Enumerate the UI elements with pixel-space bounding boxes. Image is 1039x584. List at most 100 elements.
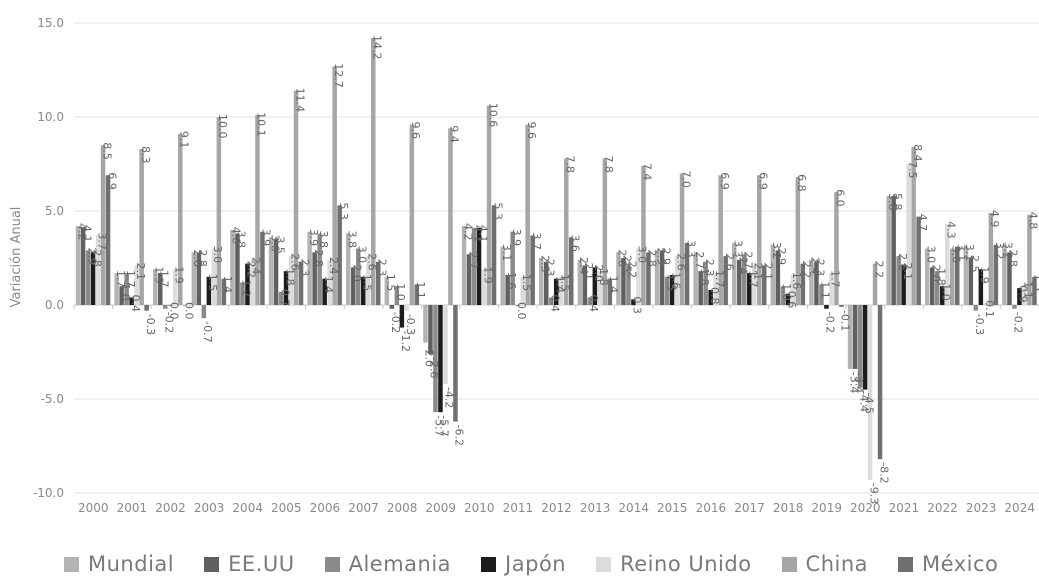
bar: [872, 263, 878, 305]
data-label: 1.6: [790, 272, 803, 290]
bar: [409, 124, 415, 306]
y-tick-label: 10.0: [37, 110, 64, 124]
bar: [351, 267, 356, 305]
data-label: 0.7: [278, 289, 291, 307]
bar: [597, 271, 603, 305]
bar: [85, 250, 91, 305]
bar: [1002, 244, 1007, 305]
data-label: 1.7: [158, 270, 171, 288]
bar: [268, 237, 274, 305]
data-label: 2.3: [703, 259, 716, 277]
bar: [569, 237, 574, 305]
data-label: 6.9: [718, 172, 731, 190]
bar: [602, 158, 608, 305]
data-label: 6.8: [795, 174, 808, 192]
bar: [790, 274, 796, 305]
data-label: 10.6: [486, 103, 499, 128]
data-label: 2.4: [809, 257, 822, 275]
y-tick-label: -5.0: [41, 392, 64, 406]
data-label: 4.3: [945, 221, 958, 239]
bar: [273, 239, 279, 305]
data-label: 6.9: [105, 172, 118, 190]
bar: [930, 267, 935, 305]
x-tick-label: 2013: [580, 501, 611, 515]
bar: [539, 258, 544, 305]
bar: [896, 256, 901, 305]
data-label: 2.4: [577, 257, 590, 275]
bar: [819, 284, 824, 305]
bar: [196, 252, 202, 305]
legend-swatch: [898, 556, 914, 572]
bar: [877, 305, 883, 460]
data-label: 4.1: [471, 225, 484, 243]
bar: [978, 269, 984, 305]
bar: [857, 305, 863, 388]
data-label: 1.1: [1022, 281, 1035, 299]
bar: [592, 267, 598, 305]
bar: [703, 261, 708, 305]
bar: [414, 284, 420, 305]
bar: [240, 282, 245, 305]
data-label: -0.3: [973, 314, 986, 335]
bar: [626, 263, 631, 305]
bar: [245, 263, 250, 305]
data-label: 3.7: [95, 232, 108, 250]
bar: [491, 205, 497, 305]
data-label: 1.6: [505, 272, 518, 290]
data-label: -0.2: [389, 312, 402, 333]
y-tick-label: 0.0: [45, 298, 64, 312]
data-label: 1.9: [153, 266, 166, 284]
bar: [168, 305, 173, 306]
bar: [824, 305, 829, 309]
bar: [684, 242, 690, 305]
data-label: -3.4: [847, 372, 860, 393]
bar: [183, 305, 188, 306]
bar: [510, 231, 515, 305]
legend-swatch: [64, 556, 79, 572]
bar: [201, 305, 207, 319]
bar: [337, 205, 342, 305]
bar: [862, 305, 868, 390]
bar: [945, 224, 950, 305]
data-label: -0.2: [824, 312, 837, 333]
data-label: 1.5: [384, 274, 397, 292]
data-label: 3.2: [1002, 242, 1015, 260]
data-label: 2.1: [752, 263, 765, 281]
data-label: 2.7: [693, 251, 706, 268]
bar: [564, 158, 569, 305]
data-label: 14.2: [371, 35, 384, 60]
bar: [428, 305, 433, 354]
bar: [158, 273, 163, 305]
bar: [293, 90, 299, 306]
data-label: 3.1: [955, 244, 968, 262]
data-label: 3.0: [211, 246, 224, 264]
data-label: 2.8: [196, 249, 209, 266]
bar: [1022, 284, 1027, 305]
data-label: 1.4: [322, 276, 335, 294]
data-label: 9.1: [178, 131, 191, 149]
bar: [587, 297, 593, 305]
bar: [963, 246, 969, 305]
bar: [911, 147, 916, 305]
legend-item: Alemania: [324, 552, 451, 576]
data-label: 2.3: [544, 259, 557, 277]
bar: [500, 246, 505, 305]
bar: [80, 227, 86, 305]
bar: [968, 258, 974, 305]
bar: [834, 192, 839, 305]
bar: [361, 276, 366, 305]
bar: [916, 216, 921, 305]
data-label: 2.6: [288, 253, 301, 271]
bar: [124, 273, 129, 305]
data-label: 4.9: [988, 210, 1001, 228]
data-label: 3.0: [356, 246, 369, 264]
bar: [481, 269, 487, 305]
legend-swatch: [781, 556, 797, 572]
bar: [950, 248, 955, 305]
data-label: 4.8: [1027, 212, 1039, 230]
bar: [530, 235, 535, 305]
data-label: 2.5: [621, 255, 634, 273]
data-label: 2.0: [351, 264, 364, 282]
data-label: 3.2: [770, 242, 783, 260]
bar: [1017, 288, 1022, 305]
